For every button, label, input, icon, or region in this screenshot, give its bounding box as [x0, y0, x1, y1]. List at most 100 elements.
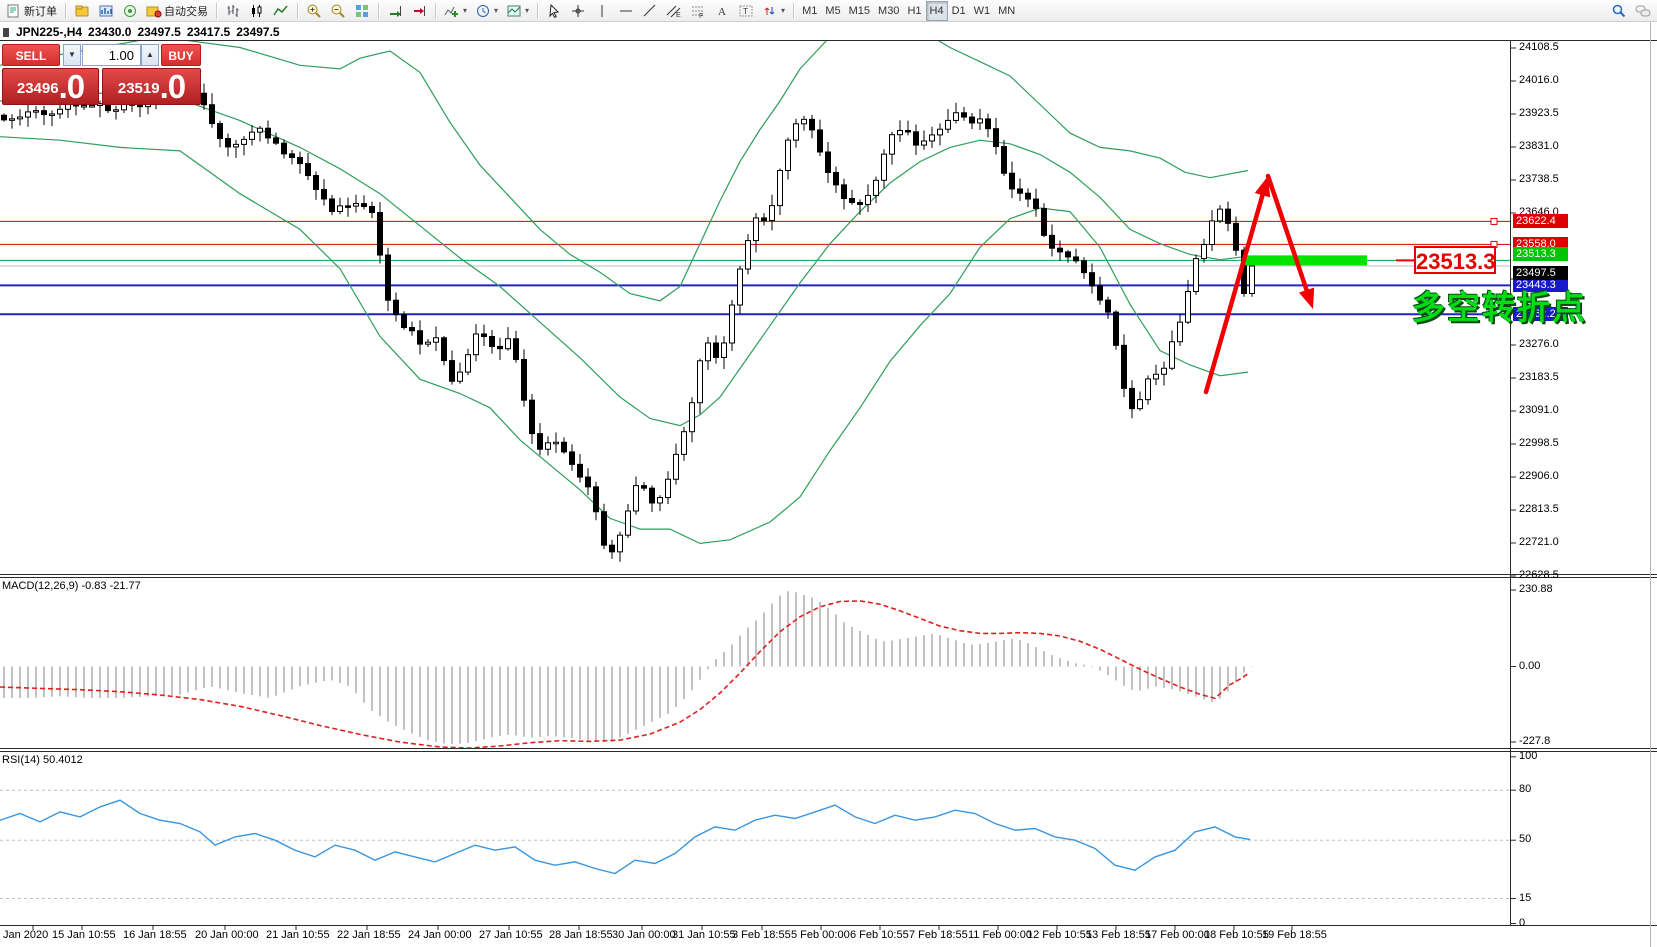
search-button[interactable]: [1607, 1, 1631, 21]
volume-increase-button[interactable]: ▲: [141, 44, 159, 66]
trendline-icon: [642, 3, 658, 19]
layouts-button[interactable]: [70, 1, 94, 21]
zoom-out-button[interactable]: [326, 1, 350, 21]
candle-body: [545, 442, 551, 450]
fibonacci-button[interactable]: F: [686, 1, 710, 21]
buy-price-display[interactable]: 23519.0: [102, 68, 201, 105]
tf-m30-button[interactable]: M30: [874, 1, 903, 21]
time-axis-label: 28 Jan 18:55: [549, 929, 613, 941]
axis-tick-label: 22721.0: [1519, 536, 1559, 548]
dropdown-caret-icon[interactable]: ▾: [494, 6, 499, 15]
chat-icon: [1635, 3, 1651, 19]
cursor-button[interactable]: [542, 1, 566, 21]
candle-body: [1097, 285, 1103, 301]
macd-signal-line: [0, 600, 1249, 748]
line-chart-button[interactable]: [269, 1, 293, 21]
equidistant-channel-button[interactable]: E: [662, 1, 686, 21]
candles-chart-button[interactable]: [245, 1, 269, 21]
trend-arrow-line[interactable]: [1203, 192, 1265, 395]
toolbar-separator: [216, 2, 217, 19]
tf-w1-label: W1: [973, 4, 991, 17]
time-axis-label: 3 Feb 18:55: [732, 929, 791, 941]
market-watch-button[interactable]: [94, 1, 118, 21]
trend-arrow-head[interactable]: [1299, 287, 1315, 309]
templates-button[interactable]: ▾: [502, 1, 533, 21]
periods-button[interactable]: ▾: [471, 1, 502, 21]
candle-body: [1177, 321, 1183, 343]
vertical-line-button[interactable]: [590, 1, 614, 21]
toolbar-separator: [65, 2, 66, 19]
crosshair-icon: [570, 3, 586, 19]
navigator-button[interactable]: [118, 1, 142, 21]
vline-icon: [594, 3, 610, 19]
candle-body: [745, 240, 751, 270]
candle-body: [65, 103, 71, 110]
candle-body: [361, 203, 367, 208]
zoom-out-icon: [330, 3, 346, 19]
tf-h1-label: H1: [907, 4, 922, 17]
sell-button[interactable]: SELL: [2, 44, 60, 66]
line-handle[interactable]: [1490, 217, 1498, 225]
highlight-bar[interactable]: [1245, 255, 1367, 266]
indicators-button[interactable]: ▾: [440, 1, 471, 21]
arrows-button[interactable]: ▾: [758, 1, 789, 21]
axis-tick-label: 24016.0: [1519, 74, 1559, 86]
candle-body: [281, 142, 287, 155]
dropdown-caret-icon[interactable]: ▾: [525, 6, 530, 15]
turning-point-annotation[interactable]: 多空转折点: [1412, 289, 1587, 326]
horizontal-line-button[interactable]: [614, 1, 638, 21]
auto-scroll-button[interactable]: [383, 1, 407, 21]
search-icon: [1611, 3, 1627, 19]
zoom-in-button[interactable]: [302, 1, 326, 21]
crosshair-button[interactable]: [566, 1, 590, 21]
tf-h1-button[interactable]: H1: [903, 1, 925, 21]
axis-tick-label: 22906.0: [1519, 470, 1559, 482]
tf-m5-button[interactable]: M5: [821, 1, 844, 21]
dropdown-caret-icon[interactable]: ▾: [781, 6, 786, 15]
main-toolbar: 新订单 自动交易 ▾ ▾ ▾ E F A T ▾ M1 M5 M15 M30 H1 H4 D1 W1 MN: [0, 0, 1657, 22]
candle-body: [385, 254, 391, 301]
tf-mn-button[interactable]: MN: [994, 1, 1019, 21]
chart-window-icon: [3, 27, 9, 37]
dropdown-caret-icon[interactable]: ▾: [463, 6, 468, 15]
text-button[interactable]: A: [710, 1, 734, 21]
candle-body: [1065, 251, 1071, 258]
text-label-button[interactable]: T: [734, 1, 758, 21]
channel-icon: E: [666, 3, 682, 19]
candle-body: [665, 478, 671, 499]
price-tag-annotation[interactable]: 23513.3: [1414, 246, 1496, 274]
bars-icon: [225, 3, 241, 19]
candle-body: [1113, 311, 1119, 346]
bars-chart-button[interactable]: [221, 1, 245, 21]
chart-shift-button[interactable]: [407, 1, 431, 21]
tf-d1-button[interactable]: D1: [948, 1, 970, 21]
trend-arrow-line[interactable]: [1265, 173, 1309, 293]
buy-button[interactable]: BUY: [161, 44, 201, 66]
volume-input[interactable]: [82, 44, 141, 66]
tf-h4-button[interactable]: H4: [925, 0, 948, 21]
time-axis-label: 6 Feb 10:55: [850, 929, 909, 941]
autotrading-button[interactable]: 自动交易: [142, 1, 212, 21]
candle-body: [785, 139, 791, 171]
tf-m1-button[interactable]: M1: [798, 1, 821, 21]
new-order-button[interactable]: 新订单: [2, 1, 61, 21]
candle-body: [585, 476, 591, 488]
trend-arrow-head[interactable]: [1254, 176, 1271, 198]
ohlc-close: 23497.5: [236, 25, 280, 39]
templates-icon: [506, 3, 522, 19]
tile-windows-button[interactable]: [350, 1, 374, 21]
candle-body: [249, 131, 255, 140]
tf-w1-button[interactable]: W1: [970, 1, 995, 21]
text-icon: A: [714, 3, 730, 19]
candle-body: [881, 153, 887, 181]
candle-body: [1049, 234, 1055, 249]
candle-body: [1185, 291, 1191, 323]
axis-tick-label: 50: [1519, 833, 1532, 846]
chat-button[interactable]: [1631, 1, 1655, 21]
sell-price-display[interactable]: 23496.0: [2, 68, 99, 105]
trendline-button[interactable]: [638, 1, 662, 21]
candle-body: [689, 402, 695, 433]
volume-decrease-button[interactable]: ▼: [63, 44, 81, 66]
tf-m15-button[interactable]: M15: [845, 1, 874, 21]
